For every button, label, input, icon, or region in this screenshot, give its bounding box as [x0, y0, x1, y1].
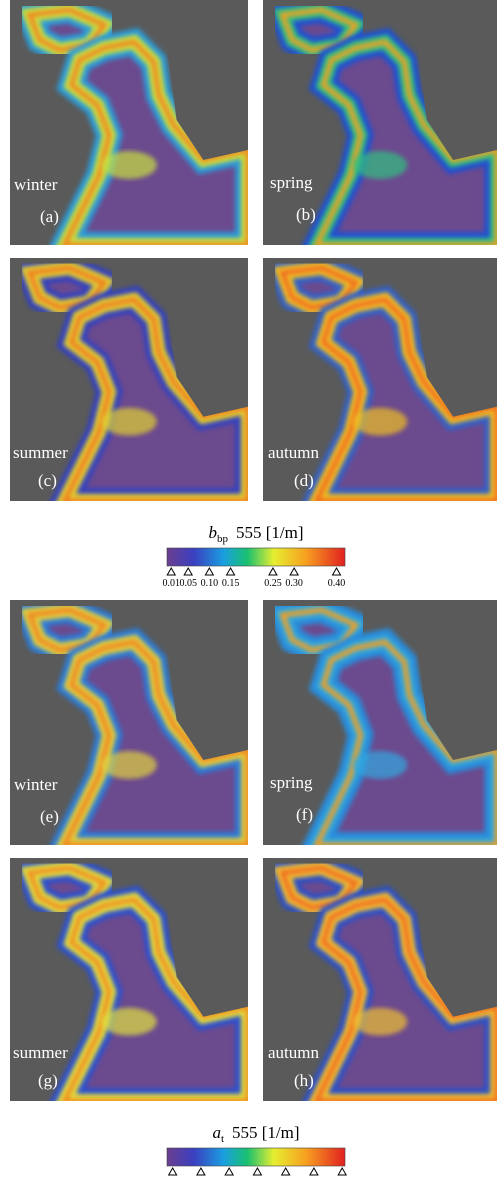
tick-marker	[205, 568, 213, 575]
season-label: spring	[270, 773, 313, 792]
plume	[101, 151, 157, 179]
season-label: autumn	[268, 1043, 319, 1062]
tick-marker	[197, 1168, 205, 1175]
tick-marker	[184, 568, 192, 575]
tick-label: 0.10	[201, 578, 219, 589]
tick-label: 0.30	[285, 578, 303, 589]
plume	[101, 751, 157, 779]
map-content	[10, 858, 248, 1101]
plume	[353, 751, 408, 779]
season-label: winter	[14, 175, 58, 194]
tick-marker	[227, 568, 235, 575]
tick-marker	[338, 1168, 346, 1175]
tick-label: 0.40	[328, 578, 346, 589]
map-content	[263, 858, 497, 1101]
map-content	[10, 258, 248, 501]
tick-label: 0.01	[162, 578, 180, 589]
title-subscript: t	[221, 1133, 224, 1145]
colorbar-title: bbp 555 [1/m]	[208, 523, 303, 545]
map-content	[263, 258, 497, 501]
figure: winter (a) spring (b) summer (c) autumn (d) bbp 5…	[0, 0, 497, 1176]
tick-marker	[269, 568, 277, 575]
title-symbol: a	[212, 1123, 221, 1142]
season-label: spring	[270, 173, 313, 192]
tick-marker	[282, 1168, 290, 1175]
map-panel	[263, 858, 497, 1101]
tick-label: 0.05	[179, 578, 197, 589]
tick-marker	[225, 1168, 233, 1175]
tick-marker	[310, 1168, 318, 1175]
panel-letter: (f)	[296, 805, 313, 824]
tick-marker	[167, 568, 175, 575]
tick-marker	[333, 568, 341, 575]
tick-marker	[290, 568, 298, 575]
plume	[353, 408, 408, 436]
tick-label: 0.25	[264, 578, 282, 589]
tick-marker	[169, 1168, 177, 1175]
title-unit: 555 [1/m]	[232, 1123, 300, 1142]
plume	[353, 151, 408, 179]
map-panel	[10, 258, 248, 501]
season-label: winter	[14, 775, 58, 794]
title-subscript: bp	[217, 533, 229, 545]
plume	[101, 408, 157, 436]
map-panel	[263, 258, 497, 501]
panel-letter: (c)	[38, 471, 57, 490]
panel-letter: (a)	[40, 207, 59, 226]
panel-letter: (e)	[40, 807, 59, 826]
map-panel	[10, 858, 248, 1101]
plume	[101, 1008, 157, 1036]
season-label: summer	[13, 443, 68, 462]
colorbar-title: at 555 [1/m]	[212, 1123, 299, 1145]
colorbar	[167, 1148, 345, 1166]
tick-label: 0.15	[222, 578, 240, 589]
colorbar	[167, 548, 345, 566]
panel-letter: (d)	[294, 471, 314, 490]
plume	[353, 1008, 408, 1036]
tick-marker	[253, 1168, 261, 1175]
panel-letter: (h)	[294, 1071, 314, 1090]
title-unit: 555 [1/m]	[236, 523, 304, 542]
panel-letter: (g)	[38, 1071, 58, 1090]
season-label: autumn	[268, 443, 319, 462]
panel-letter: (b)	[296, 205, 316, 224]
season-label: summer	[13, 1043, 68, 1062]
title-symbol: b	[208, 523, 217, 542]
